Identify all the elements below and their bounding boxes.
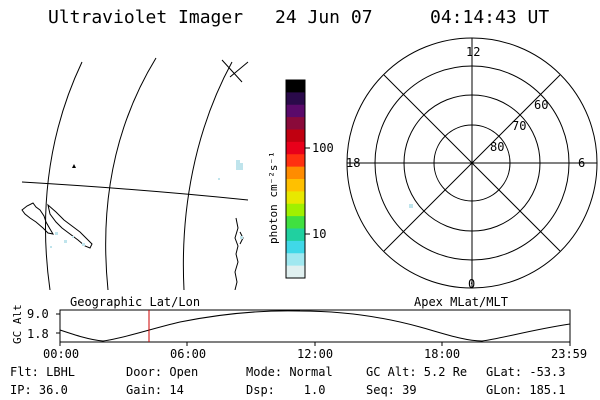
lat-label-70: 70	[512, 119, 527, 133]
colorbar-segment	[286, 179, 305, 192]
timeline-x-tick: 18:00	[424, 347, 461, 361]
timeline-title-left: Geographic Lat/Lon	[70, 295, 201, 309]
lat-label-80: 80	[490, 140, 505, 154]
altitude-curve	[59, 310, 571, 342]
colorbar-segment	[286, 92, 305, 106]
colorbar-segment	[286, 141, 305, 155]
status-glat: GLat: -53.3	[486, 365, 566, 379]
colorbar-segment	[286, 154, 305, 168]
timeline-panel	[56, 309, 571, 346]
colorbar-tick-label: 100	[312, 141, 334, 155]
status-flt: Flt: LBHL	[10, 365, 76, 379]
date-label: 24 Jun 07	[275, 7, 373, 28]
colorbar-segment	[286, 228, 305, 242]
longitude-line	[182, 61, 233, 290]
instrument-title: Ultraviolet Imager	[48, 7, 244, 28]
time-label: 04:14:43 UT	[430, 7, 550, 28]
polar-aurora-emission	[409, 204, 413, 208]
colorbar-segment	[286, 265, 305, 279]
colorbar-segment	[286, 191, 305, 205]
grid-cross	[221, 59, 243, 83]
lat-label-60: 60	[534, 98, 549, 112]
status-ip: IP: 36.0	[10, 383, 68, 397]
timeline-x-tick: 23:59	[551, 347, 588, 361]
timeline-x-tick: 12:00	[297, 347, 334, 361]
status-seq: Seq: 39	[366, 383, 417, 397]
status-mode: Mode: Normal	[246, 365, 333, 379]
colorbar-segment	[286, 203, 305, 217]
colorbar-segment	[286, 117, 305, 131]
colorbar-tick-label: 10	[312, 227, 327, 241]
coastline	[21, 202, 244, 290]
timeline-y-label: GC Alt	[11, 304, 24, 344]
geographic-map	[21, 57, 249, 290]
longitude-line	[45, 61, 83, 290]
colorbar-segment	[286, 216, 305, 230]
colorbar-segment	[286, 104, 305, 118]
status-dsp: Dsp: 1.0	[246, 383, 326, 397]
colorbar-segment	[286, 166, 305, 180]
status-glon: GLon: 185.1	[486, 383, 566, 397]
timeline-y-tick: 1.8	[27, 327, 49, 341]
mlt-label-12: 12	[466, 45, 481, 59]
aurora-emission	[50, 160, 243, 248]
timeline-y-tick: 9.0	[27, 307, 49, 321]
timeline-title-right: Apex MLat/MLT	[414, 295, 508, 309]
mlt-label-6: 6	[578, 156, 586, 170]
timeline-x-tick: 06:00	[170, 347, 207, 361]
grid-cross	[229, 61, 249, 78]
marker-triangle	[72, 164, 76, 168]
polar-plot	[346, 37, 598, 289]
timeline-x-tick: 00:00	[43, 347, 80, 361]
mlt-label-18: 18	[346, 156, 361, 170]
longitude-line	[105, 57, 157, 290]
status-gain: Gain: 14	[126, 383, 184, 397]
mlt-label-0: 0	[468, 277, 476, 291]
colorbar-segment	[286, 253, 305, 267]
latitude-line	[21, 181, 249, 201]
colorbar-unit-label: photon cm⁻²s⁻¹	[267, 151, 280, 244]
colorbar	[285, 79, 310, 279]
colorbar-segment	[286, 80, 305, 93]
colorbar-segment	[286, 240, 305, 254]
status-gc-alt: GC Alt: 5.2 Re	[366, 365, 468, 379]
status-door: Door: Open	[126, 365, 199, 379]
colorbar-segment	[286, 129, 305, 143]
